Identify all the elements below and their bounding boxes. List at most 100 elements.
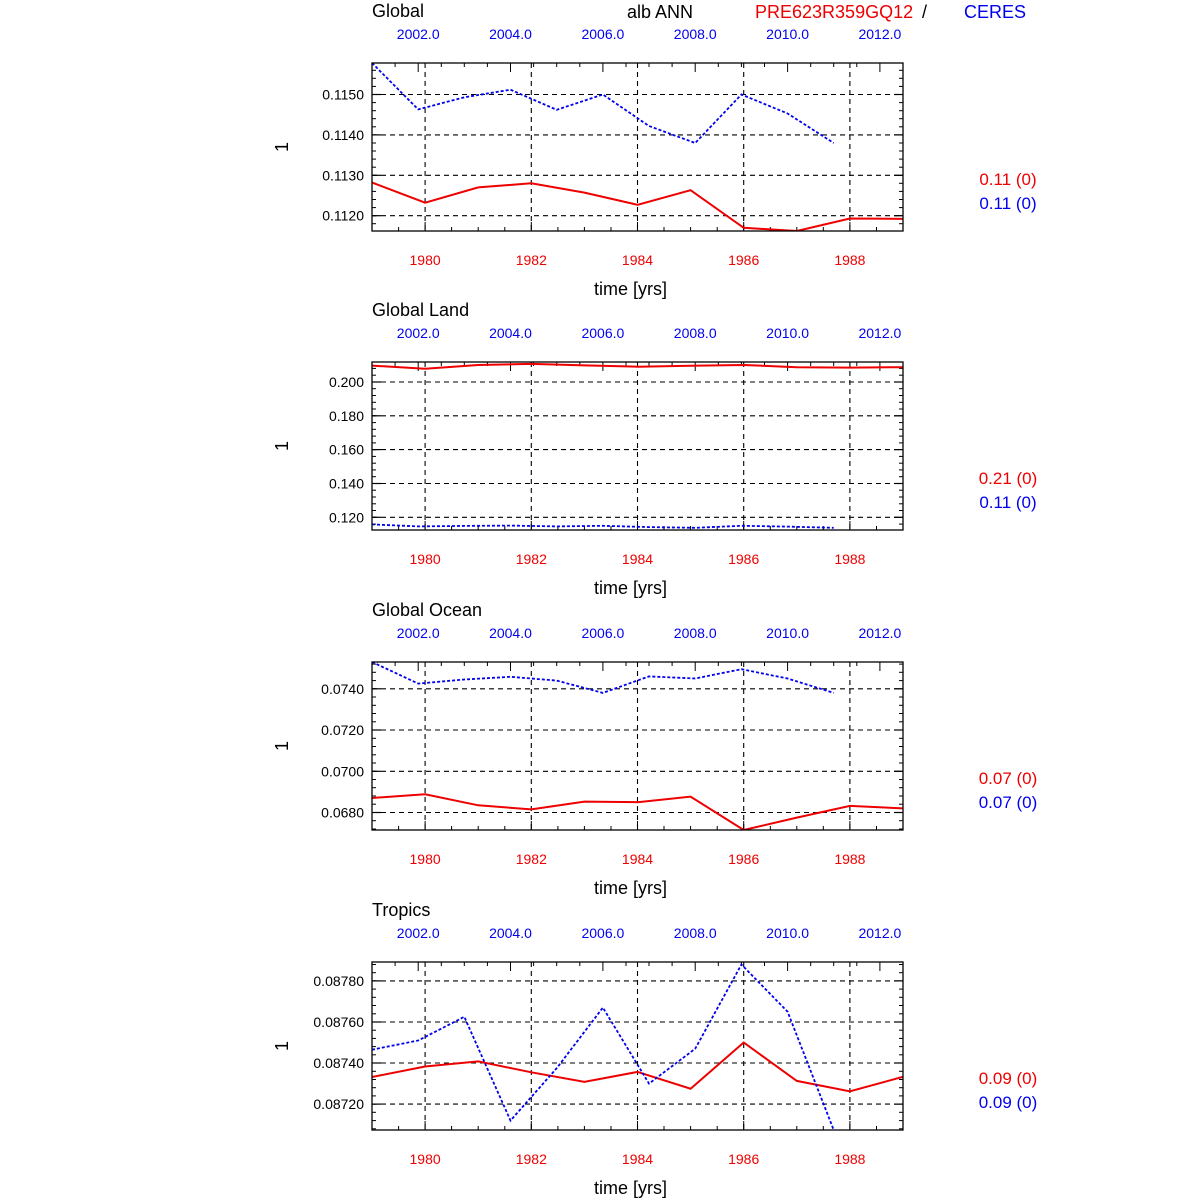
plot-frame [371, 361, 904, 531]
panel-title: Global Ocean [372, 600, 482, 620]
bottom-tick-label: 1986 [728, 252, 759, 268]
y-tick-label: 0.1140 [322, 127, 364, 143]
y-tick-label: 0.140 [329, 476, 364, 492]
x-axis-label: time [yrs] [594, 878, 667, 898]
obs-summary-value: 0.07 (0) [979, 793, 1038, 812]
top-tick-label: 2008.0 [674, 625, 717, 641]
plot-frame [371, 62, 904, 232]
y-tick-label: 0.1130 [322, 167, 364, 183]
bottom-tick-label: 1982 [516, 551, 547, 567]
bottom-tick-label: 1984 [622, 252, 653, 268]
y-axis-label: 1 [272, 741, 292, 751]
top-tick-label: 2002.0 [397, 625, 440, 641]
bottom-tick-label: 1984 [622, 851, 653, 867]
top-tick-label: 2008.0 [674, 26, 717, 42]
y-tick-label: 0.08740 [313, 1055, 364, 1071]
y-tick-label: 0.200 [329, 374, 364, 390]
bottom-tick-label: 1980 [410, 851, 441, 867]
panel-1: 0.1120 0.1130 0.1140 0.1150 1980 1982 1984 1986… [272, 1, 1037, 299]
model-series-line [372, 181, 903, 231]
top-tick-label: 2004.0 [489, 925, 532, 941]
model-series-line [372, 793, 903, 830]
top-tick-label: 2006.0 [581, 325, 624, 341]
plot-frame [371, 961, 904, 1131]
y-tick-label: 0.0740 [321, 681, 364, 697]
bottom-tick-label: 1982 [516, 1151, 547, 1167]
header-separator: / [922, 2, 927, 22]
obs-series-line [372, 523, 834, 529]
panel-4: 0.08720 0.08740 0.08760 0.08780 1980 1982 1984… [272, 900, 1037, 1198]
top-tick-label: 2004.0 [489, 325, 532, 341]
y-tick-label: 0.160 [329, 442, 364, 458]
y-axis-label: 1 [272, 441, 292, 451]
obs-series-line [372, 963, 835, 1130]
top-tick-label: 2012.0 [858, 26, 901, 42]
bottom-tick-label: 1988 [834, 851, 865, 867]
top-tick-label: 2006.0 [581, 625, 624, 641]
y-tick-label: 0.08720 [313, 1096, 364, 1112]
bottom-tick-label: 1982 [516, 851, 547, 867]
panel-3: 0.0680 0.0700 0.0720 0.0740 1980 1982 1984 1986… [272, 600, 1037, 898]
top-tick-label: 2006.0 [581, 26, 624, 42]
top-tick-label: 2002.0 [397, 925, 440, 941]
y-tick-label: 0.0720 [321, 722, 364, 738]
y-axis-label: 1 [272, 1041, 292, 1051]
top-tick-label: 2004.0 [489, 625, 532, 641]
bottom-tick-label: 1988 [834, 1151, 865, 1167]
obs-series-line [372, 662, 834, 694]
obs-name-label: CERES [964, 2, 1026, 22]
model-series-line [372, 1041, 903, 1093]
bottom-tick-label: 1982 [516, 252, 547, 268]
top-tick-label: 2002.0 [397, 26, 440, 42]
bottom-tick-label: 1980 [410, 551, 441, 567]
top-tick-label: 2010.0 [766, 625, 809, 641]
bottom-tick-label: 1986 [728, 551, 759, 567]
model-series-line [372, 362, 903, 370]
bottom-tick-label: 1984 [622, 551, 653, 567]
bottom-tick-label: 1980 [410, 1151, 441, 1167]
y-tick-label: 0.08780 [313, 973, 364, 989]
bottom-tick-label: 1986 [728, 1151, 759, 1167]
top-tick-label: 2002.0 [397, 325, 440, 341]
variable-label: alb ANN [627, 2, 693, 22]
y-tick-label: 0.08760 [313, 1014, 364, 1030]
model-summary-value: 0.09 (0) [979, 1069, 1038, 1088]
y-axis-label: 1 [272, 142, 292, 152]
top-tick-label: 2010.0 [766, 925, 809, 941]
top-tick-label: 2012.0 [858, 325, 901, 341]
panels-layer: 0.1120 0.1130 0.1140 0.1150 1980 1982 1984 1986… [272, 1, 1037, 1198]
panel-2: 0.120 0.140 0.160 0.180 0.200 1980 1982 1984 198… [272, 300, 1037, 598]
obs-series-line [372, 63, 835, 145]
bottom-tick-label: 1984 [622, 1151, 653, 1167]
model-summary-value: 0.11 (0) [979, 170, 1036, 189]
y-tick-label: 0.0700 [321, 763, 364, 779]
top-tick-label: 2008.0 [674, 925, 717, 941]
top-tick-label: 2010.0 [766, 26, 809, 42]
model-summary-value: 0.07 (0) [979, 769, 1038, 788]
obs-summary-value: 0.09 (0) [979, 1093, 1038, 1112]
top-tick-label: 2012.0 [858, 925, 901, 941]
bottom-tick-label: 1986 [728, 851, 759, 867]
panel-title: Global Land [372, 300, 469, 320]
y-tick-label: 0.0680 [321, 805, 364, 821]
model-summary-value: 0.21 (0) [979, 469, 1038, 488]
panel-title: Tropics [372, 900, 430, 920]
top-tick-label: 2006.0 [581, 925, 624, 941]
top-tick-label: 2012.0 [858, 625, 901, 641]
model-name-label: PRE623R359GQ12 [755, 2, 913, 22]
plot-frame [371, 661, 904, 831]
bottom-tick-label: 1988 [834, 551, 865, 567]
top-tick-label: 2010.0 [766, 325, 809, 341]
top-tick-label: 2004.0 [489, 26, 532, 42]
y-tick-label: 0.1120 [322, 208, 364, 224]
obs-summary-value: 0.11 (0) [979, 194, 1036, 213]
obs-summary-value: 0.11 (0) [979, 493, 1036, 512]
x-axis-label: time [yrs] [594, 279, 667, 299]
y-tick-label: 0.120 [329, 509, 364, 525]
x-axis-label: time [yrs] [594, 578, 667, 598]
panel-title: Global [372, 1, 424, 21]
bottom-tick-label: 1980 [410, 252, 441, 268]
bottom-tick-label: 1988 [834, 252, 865, 268]
x-axis-label: time [yrs] [594, 1178, 667, 1198]
